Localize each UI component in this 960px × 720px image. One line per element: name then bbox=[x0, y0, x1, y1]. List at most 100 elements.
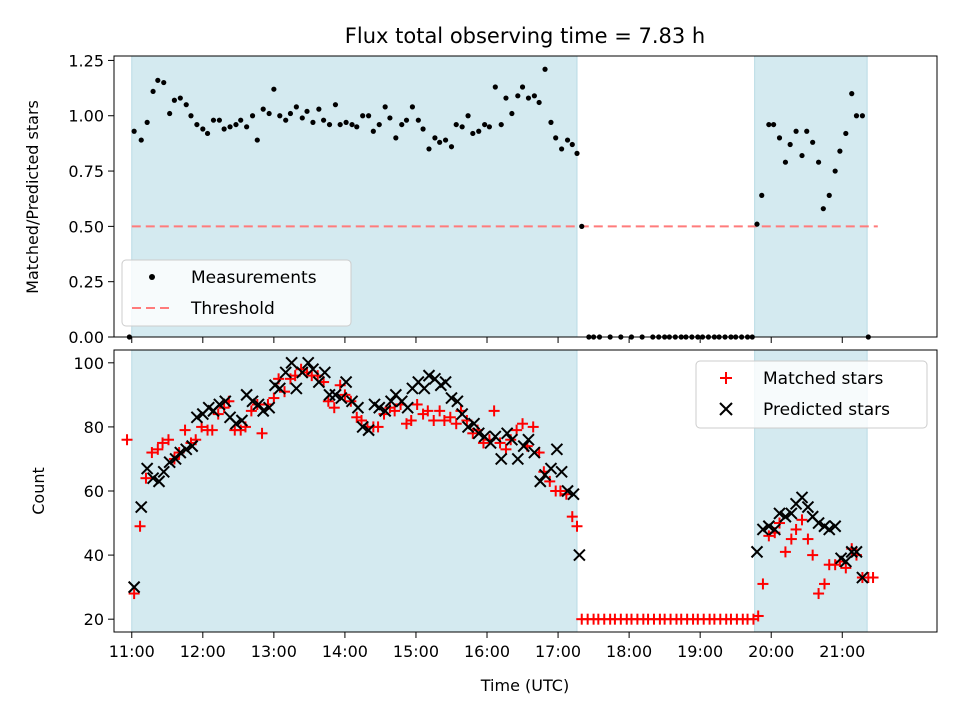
predicted-star-point bbox=[185, 439, 199, 453]
predicted-x-b bbox=[169, 452, 182, 466]
matched-star-point bbox=[256, 427, 268, 439]
predicted-star-point bbox=[190, 411, 204, 424]
ratio-panel-y-axis-label: Matched/Predicted stars bbox=[23, 100, 42, 294]
measurement-point bbox=[442, 137, 449, 143]
predicted-x-b bbox=[219, 395, 232, 408]
measurement-point bbox=[266, 110, 272, 117]
measurement-point bbox=[283, 117, 289, 123]
matched-star-point bbox=[121, 434, 133, 446]
x-tick-label: 15:00 bbox=[393, 642, 439, 661]
predicted-star-point bbox=[511, 452, 525, 466]
predicted-x-b bbox=[246, 395, 259, 408]
predicted-star-point bbox=[246, 395, 259, 408]
predicted-x-b bbox=[273, 382, 286, 395]
predicted-x-b bbox=[418, 382, 431, 395]
y-tick-label: 40 bbox=[84, 546, 104, 565]
measurement-point bbox=[150, 88, 156, 95]
measurement-point bbox=[415, 117, 421, 123]
predicted-x-b bbox=[252, 398, 265, 411]
count-panel: 20 40 60 80 100 11:00 12:00 13:00 14:00 15:00 16:… bbox=[29, 349, 938, 695]
measurement-point bbox=[776, 135, 783, 141]
predicted-star-point bbox=[373, 401, 386, 414]
predicted-x-b bbox=[823, 523, 836, 536]
measurement-point bbox=[525, 95, 532, 101]
predicted-star-point bbox=[296, 366, 309, 379]
predicted-x-b bbox=[351, 401, 365, 414]
predicted-x-b bbox=[850, 545, 863, 559]
matched-star-point bbox=[494, 437, 506, 449]
measurement-point bbox=[382, 104, 388, 110]
predicted-x-b bbox=[500, 427, 514, 440]
predicted-x-b bbox=[362, 423, 375, 437]
measurement-point bbox=[815, 159, 822, 165]
ratio-panel-x-ticks bbox=[131, 337, 843, 343]
measurement-point bbox=[167, 110, 173, 117]
predicted-star-point bbox=[467, 417, 481, 430]
predicted-star-point bbox=[856, 571, 869, 584]
matched-star-point bbox=[571, 520, 583, 532]
x-tick-label: 17:00 bbox=[535, 642, 581, 661]
predicted-star-point bbox=[812, 516, 825, 530]
predicted-x-b bbox=[373, 401, 386, 414]
ratio-panel-y-ticks: 0.00 0.25 0.50 0.75 1.00 1.25 bbox=[68, 51, 114, 347]
measurement-point bbox=[155, 77, 161, 83]
measurement-point bbox=[210, 117, 217, 123]
predicted-star-point bbox=[544, 462, 558, 475]
matched-star-point bbox=[779, 546, 791, 558]
matched-star-point bbox=[134, 520, 146, 532]
predicted-x-b bbox=[240, 388, 253, 402]
predicted-star-point bbox=[489, 430, 502, 443]
measurement-point bbox=[387, 115, 393, 121]
measurement-point bbox=[188, 113, 194, 119]
measurement-point bbox=[326, 121, 333, 128]
predicted-star-point bbox=[517, 439, 530, 453]
measurement-point bbox=[227, 124, 233, 130]
predicted-star-point bbox=[401, 401, 414, 414]
matched-star-point bbox=[517, 418, 529, 430]
measurement-point bbox=[787, 141, 793, 148]
measurement-point bbox=[832, 168, 838, 174]
predicted-star-point bbox=[163, 455, 176, 469]
x-tick-label: 14:00 bbox=[322, 642, 368, 661]
matched-star-point bbox=[796, 514, 808, 526]
measurement-point bbox=[287, 110, 294, 117]
predicted-star-point bbox=[312, 375, 326, 389]
matched-star-point bbox=[422, 405, 434, 417]
measurement-point bbox=[826, 192, 832, 198]
chart-title: Flux total observing time = 7.83 h bbox=[345, 24, 705, 48]
measurement-point bbox=[519, 84, 526, 90]
predicted-star-point bbox=[785, 507, 798, 520]
measurement-point bbox=[144, 119, 150, 125]
count-panel-x-ticks: 11:00 12:00 13:00 14:00 15:00 16:00 17:00 18:00… bbox=[109, 632, 865, 661]
measurement-point bbox=[194, 121, 200, 128]
measurement-point bbox=[177, 95, 183, 101]
predicted-star-point bbox=[845, 545, 858, 559]
predicted-x-b bbox=[768, 523, 781, 536]
ratio-panel-marks bbox=[126, 66, 878, 340]
predicted-x-b bbox=[146, 471, 160, 485]
measurement-point bbox=[476, 128, 482, 134]
y-tick-label: 80 bbox=[84, 418, 104, 437]
measurement-point bbox=[376, 121, 382, 128]
matched-star-point bbox=[544, 475, 556, 487]
matched-star-point bbox=[322, 395, 334, 407]
measurement-point bbox=[804, 128, 810, 134]
predicted-x-b bbox=[812, 516, 825, 530]
measurement-point bbox=[503, 95, 509, 101]
measurement-point bbox=[271, 86, 277, 92]
predicted-star-point bbox=[180, 443, 193, 456]
x-tick-label: 21:00 bbox=[819, 642, 865, 661]
predicted-star-point bbox=[750, 545, 764, 559]
matched-star-point bbox=[790, 523, 802, 535]
measurement-point bbox=[131, 128, 137, 134]
measurement-point bbox=[849, 91, 855, 97]
predicted-x-b bbox=[127, 580, 141, 594]
count-panel-marks bbox=[121, 356, 879, 625]
matched-star-point bbox=[450, 418, 462, 430]
predicted-star-point bbox=[273, 382, 286, 395]
predicted-x-b bbox=[378, 404, 392, 418]
measurement-point bbox=[437, 139, 443, 145]
predicted-x-b bbox=[345, 395, 359, 408]
predicted-star-point bbox=[174, 446, 187, 459]
shaded-interval-2 bbox=[754, 55, 868, 338]
